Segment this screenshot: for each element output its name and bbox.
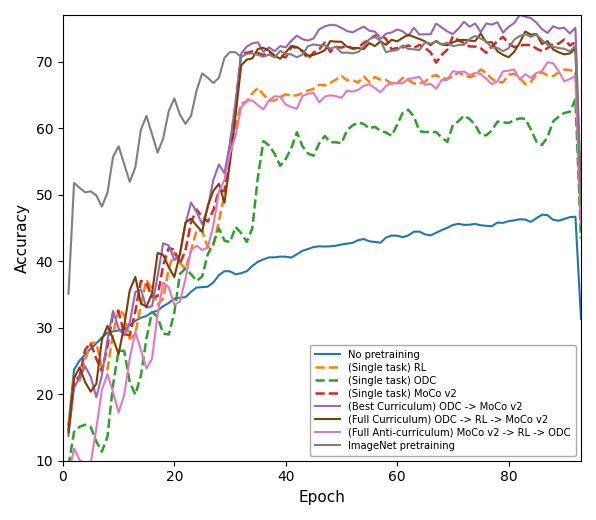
- (Full Curriculum) ODC -> RL -> MoCo v2: [421, 38, 429, 45]
- (Single task) ODC: [321, 133, 328, 139]
- ImageNet pretraining: [321, 42, 328, 48]
- (Single task) MoCo v2: [321, 40, 328, 46]
- (Best Curriculum) ODC -> MoCo v2: [132, 289, 139, 295]
- No pretraining: [170, 295, 178, 302]
- (Full Anti-curriculum) MoCo v2 -> RL -> ODC: [471, 70, 479, 76]
- Line: (Full Curriculum) ODC -> RL -> MoCo v2: (Full Curriculum) ODC -> RL -> MoCo v2: [69, 32, 581, 433]
- (Full Curriculum) ODC -> RL -> MoCo v2: [321, 47, 328, 54]
- ImageNet pretraining: [132, 164, 139, 171]
- (Full Curriculum) ODC -> RL -> MoCo v2: [578, 204, 585, 211]
- No pretraining: [148, 309, 156, 315]
- No pretraining: [471, 221, 479, 227]
- ImageNet pretraining: [522, 31, 529, 37]
- (Full Curriculum) ODC -> RL -> MoCo v2: [522, 29, 529, 35]
- (Full Curriculum) ODC -> RL -> MoCo v2: [132, 274, 139, 280]
- ImageNet pretraining: [421, 40, 429, 46]
- (Best Curriculum) ODC -> MoCo v2: [471, 20, 479, 27]
- (Single task) ODC: [170, 309, 178, 316]
- No pretraining: [321, 243, 328, 250]
- (Single task) MoCo v2: [132, 308, 139, 315]
- (Best Curriculum) ODC -> MoCo v2: [421, 31, 429, 37]
- (Single task) RL: [471, 72, 479, 79]
- (Full Anti-curriculum) MoCo v2 -> RL -> ODC: [170, 302, 178, 308]
- (Single task) MoCo v2: [170, 246, 178, 253]
- No pretraining: [65, 422, 72, 428]
- (Single task) MoCo v2: [377, 32, 384, 38]
- (Single task) ODC: [421, 129, 429, 135]
- Line: (Best Curriculum) ODC -> MoCo v2: (Best Curriculum) ODC -> MoCo v2: [69, 15, 581, 436]
- (Best Curriculum) ODC -> MoCo v2: [321, 23, 328, 30]
- Y-axis label: Accuracy: Accuracy: [15, 203, 30, 273]
- (Best Curriculum) ODC -> MoCo v2: [148, 303, 156, 309]
- (Full Curriculum) ODC -> RL -> MoCo v2: [170, 274, 178, 280]
- (Single task) ODC: [65, 463, 72, 469]
- ImageNet pretraining: [148, 131, 156, 137]
- (Single task) ODC: [148, 309, 156, 315]
- (Single task) MoCo v2: [148, 294, 156, 300]
- (Single task) MoCo v2: [477, 45, 485, 51]
- (Single task) RL: [321, 82, 328, 88]
- (Single task) ODC: [572, 96, 579, 102]
- (Best Curriculum) ODC -> MoCo v2: [516, 12, 523, 18]
- No pretraining: [578, 316, 585, 322]
- X-axis label: Epoch: Epoch: [299, 490, 346, 505]
- ImageNet pretraining: [578, 200, 585, 206]
- ImageNet pretraining: [170, 95, 178, 101]
- ImageNet pretraining: [471, 33, 479, 39]
- (Single task) ODC: [132, 392, 139, 398]
- (Full Curriculum) ODC -> RL -> MoCo v2: [471, 38, 479, 44]
- No pretraining: [538, 212, 545, 218]
- (Full Anti-curriculum) MoCo v2 -> RL -> ODC: [65, 472, 72, 478]
- (Best Curriculum) ODC -> MoCo v2: [170, 257, 178, 263]
- Legend: No pretraining, (Single task) RL, (Single task) ODC, (Single task) MoCo v2, (Bes: No pretraining, (Single task) RL, (Singl…: [311, 345, 576, 456]
- No pretraining: [421, 231, 429, 238]
- (Single task) ODC: [578, 236, 585, 242]
- (Single task) MoCo v2: [578, 204, 585, 211]
- No pretraining: [132, 318, 139, 324]
- (Single task) RL: [65, 423, 72, 429]
- (Full Anti-curriculum) MoCo v2 -> RL -> ODC: [148, 356, 156, 362]
- Line: No pretraining: No pretraining: [69, 215, 581, 425]
- (Single task) RL: [170, 250, 178, 256]
- Line: (Single task) MoCo v2: (Single task) MoCo v2: [69, 35, 581, 431]
- (Best Curriculum) ODC -> MoCo v2: [65, 433, 72, 439]
- Line: (Single task) RL: (Single task) RL: [69, 70, 581, 426]
- ImageNet pretraining: [65, 291, 72, 297]
- (Full Anti-curriculum) MoCo v2 -> RL -> ODC: [421, 82, 429, 88]
- (Single task) MoCo v2: [65, 427, 72, 434]
- (Full Curriculum) ODC -> RL -> MoCo v2: [65, 430, 72, 436]
- (Single task) RL: [148, 287, 156, 293]
- Line: ImageNet pretraining: ImageNet pretraining: [69, 34, 581, 294]
- (Full Anti-curriculum) MoCo v2 -> RL -> ODC: [578, 221, 585, 227]
- (Single task) RL: [578, 223, 585, 229]
- Line: (Single task) ODC: (Single task) ODC: [69, 99, 581, 466]
- (Best Curriculum) ODC -> MoCo v2: [578, 190, 585, 196]
- (Single task) MoCo v2: [427, 49, 434, 56]
- (Single task) RL: [132, 331, 139, 337]
- (Full Anti-curriculum) MoCo v2 -> RL -> ODC: [544, 59, 551, 66]
- (Single task) RL: [561, 67, 568, 73]
- (Single task) ODC: [471, 122, 479, 128]
- (Full Anti-curriculum) MoCo v2 -> RL -> ODC: [321, 94, 328, 100]
- (Single task) RL: [421, 79, 429, 85]
- (Full Curriculum) ODC -> RL -> MoCo v2: [148, 290, 156, 296]
- Line: (Full Anti-curriculum) MoCo v2 -> RL -> ODC: (Full Anti-curriculum) MoCo v2 -> RL -> …: [69, 62, 581, 475]
- (Full Anti-curriculum) MoCo v2 -> RL -> ODC: [132, 329, 139, 335]
